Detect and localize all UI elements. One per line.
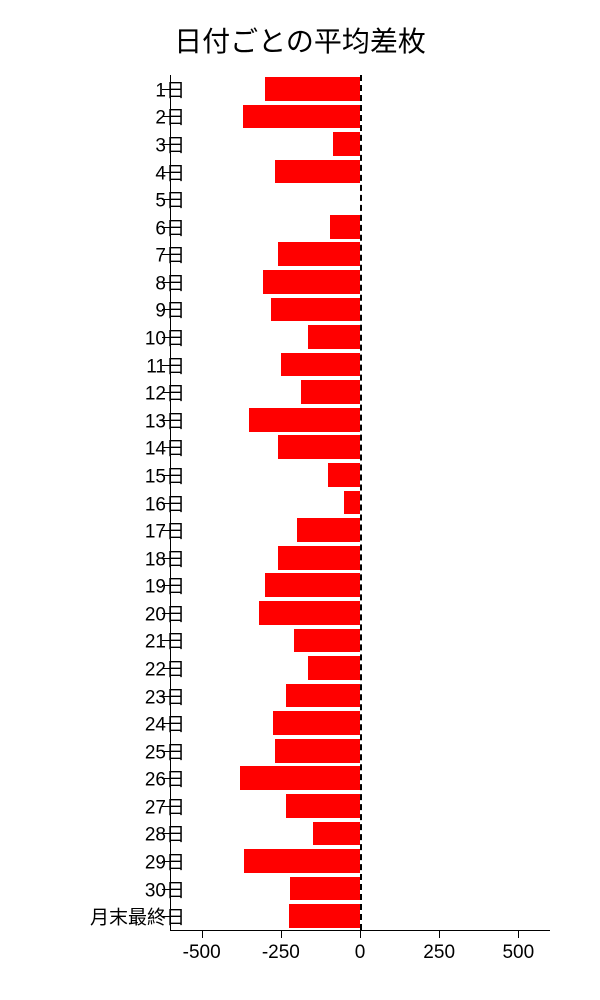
y-tick bbox=[162, 227, 170, 228]
y-tick bbox=[162, 365, 170, 366]
bar bbox=[333, 132, 360, 156]
bar bbox=[275, 160, 361, 184]
bar bbox=[278, 546, 360, 570]
y-tick bbox=[162, 723, 170, 724]
y-tick bbox=[162, 282, 170, 283]
x-tick bbox=[360, 930, 361, 938]
x-tick bbox=[439, 930, 440, 938]
x-tick-label: 250 bbox=[423, 942, 455, 964]
x-tick bbox=[518, 930, 519, 938]
bar bbox=[301, 380, 360, 404]
y-tick bbox=[162, 640, 170, 641]
y-tick bbox=[162, 778, 170, 779]
bar bbox=[265, 77, 360, 101]
x-tick-label: -250 bbox=[262, 942, 300, 964]
y-tick bbox=[162, 585, 170, 586]
y-tick bbox=[162, 696, 170, 697]
bar bbox=[271, 298, 360, 322]
y-tick bbox=[162, 503, 170, 504]
bar bbox=[259, 601, 360, 625]
y-tick bbox=[162, 309, 170, 310]
y-tick bbox=[162, 447, 170, 448]
y-tick bbox=[162, 172, 170, 173]
bar bbox=[244, 849, 360, 873]
y-axis-line bbox=[170, 75, 171, 930]
bar bbox=[249, 408, 360, 432]
bar bbox=[344, 491, 360, 515]
y-tick bbox=[162, 833, 170, 834]
bar bbox=[275, 739, 361, 763]
bar bbox=[294, 629, 361, 653]
y-tick bbox=[162, 116, 170, 117]
y-tick bbox=[162, 613, 170, 614]
y-tick bbox=[162, 199, 170, 200]
bar bbox=[308, 325, 360, 349]
x-tick-label: -500 bbox=[183, 942, 221, 964]
bar bbox=[278, 242, 360, 266]
y-tick bbox=[162, 861, 170, 862]
bar bbox=[290, 877, 360, 901]
bar bbox=[286, 794, 360, 818]
bar bbox=[243, 105, 360, 129]
y-tick bbox=[162, 420, 170, 421]
y-tick bbox=[162, 889, 170, 890]
x-tick bbox=[281, 930, 282, 938]
y-tick bbox=[162, 668, 170, 669]
x-tick bbox=[202, 930, 203, 938]
x-tick-label: 0 bbox=[355, 942, 366, 964]
bar bbox=[328, 463, 360, 487]
bar bbox=[330, 215, 360, 239]
bar bbox=[308, 656, 360, 680]
bar bbox=[297, 518, 360, 542]
bar bbox=[278, 435, 360, 459]
bar bbox=[286, 684, 360, 708]
bar bbox=[265, 573, 360, 597]
y-tick bbox=[162, 337, 170, 338]
bar bbox=[289, 904, 360, 928]
y-tick bbox=[162, 530, 170, 531]
y-tick bbox=[162, 916, 170, 917]
bar bbox=[313, 822, 361, 846]
y-tick bbox=[162, 751, 170, 752]
x-tick-label: 500 bbox=[502, 942, 534, 964]
chart-container: 日付ごとの平均差枚 1日2日3日4日5日6日7日8日9日10日11日12日13日… bbox=[0, 0, 600, 1000]
bar bbox=[240, 766, 360, 790]
y-tick bbox=[162, 89, 170, 90]
y-tick bbox=[162, 806, 170, 807]
chart-title: 日付ごとの平均差枚 bbox=[0, 20, 600, 60]
y-tick bbox=[162, 144, 170, 145]
y-tick bbox=[162, 558, 170, 559]
y-tick bbox=[162, 392, 170, 393]
y-tick bbox=[162, 254, 170, 255]
bar bbox=[273, 711, 360, 735]
y-tick bbox=[162, 475, 170, 476]
bar bbox=[281, 353, 360, 377]
zero-reference-line bbox=[360, 75, 362, 930]
plot-area bbox=[170, 75, 550, 930]
bar bbox=[263, 270, 360, 294]
